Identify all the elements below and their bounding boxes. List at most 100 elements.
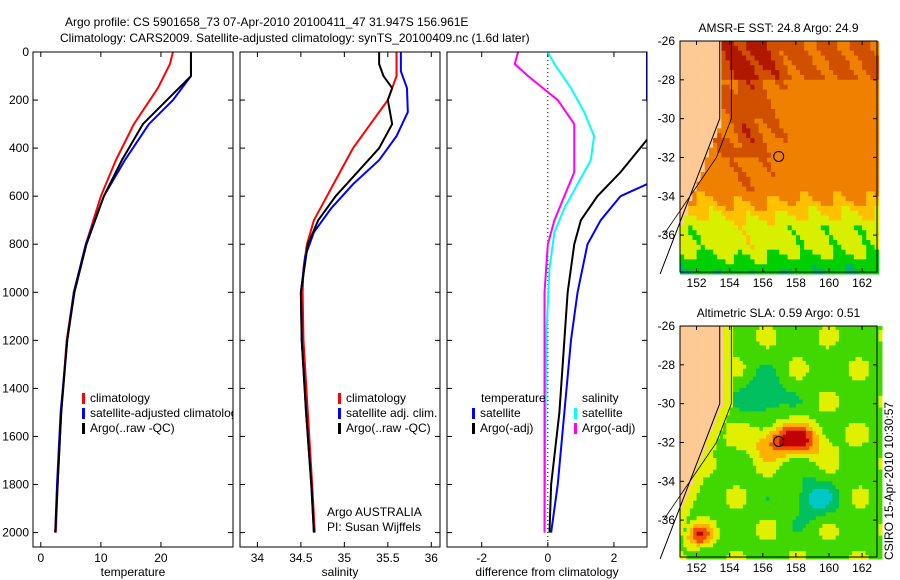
map-cell	[819, 395, 823, 401]
map-cell	[713, 337, 717, 343]
map-cell	[841, 99, 847, 105]
map-cell	[870, 206, 876, 212]
map-cell	[812, 341, 817, 346]
map-cell	[779, 74, 784, 81]
map-cell	[739, 399, 744, 405]
map-cell	[723, 399, 727, 405]
map-cell	[754, 254, 760, 260]
map-cell	[723, 426, 727, 432]
map-cell	[799, 461, 804, 467]
map-cell	[766, 360, 770, 366]
map-cell	[708, 147, 714, 154]
map-cell	[737, 235, 743, 241]
map-cell	[872, 469, 876, 475]
map-cell	[805, 399, 810, 405]
map-cell	[686, 407, 691, 412]
map-cell	[680, 407, 684, 412]
map-cell	[736, 326, 741, 331]
map-cell	[684, 259, 689, 265]
map-cell	[832, 407, 837, 412]
map-cell	[822, 469, 827, 475]
map-cell	[799, 419, 804, 424]
map-cell	[862, 395, 866, 401]
map-cell	[838, 326, 843, 331]
coastline	[659, 41, 721, 275]
map-title: AMSR-E SST: 24.8 Argo: 24.9	[698, 21, 858, 35]
map-cell	[795, 181, 801, 188]
map-cell	[833, 239, 838, 246]
map-cell	[692, 244, 698, 251]
map-cell	[721, 79, 727, 86]
map-cell	[845, 254, 851, 260]
map-cell	[713, 434, 717, 440]
map-cell	[802, 364, 807, 370]
map-cell	[713, 341, 717, 346]
map-cell	[804, 70, 809, 76]
map-cell	[680, 133, 685, 139]
map-cell	[704, 239, 710, 246]
map-cell	[680, 326, 684, 331]
map-cell	[737, 239, 743, 246]
map-cell	[855, 345, 860, 350]
map-cell	[802, 353, 807, 358]
map-cell	[870, 99, 876, 105]
map-cell	[732, 477, 737, 482]
map-cell	[704, 220, 710, 226]
map-cell	[696, 399, 701, 405]
map-cell	[791, 108, 797, 115]
map-cell	[849, 108, 855, 115]
map-cell	[721, 70, 727, 76]
map-cell	[872, 392, 876, 397]
map-cell	[733, 55, 739, 61]
map-cell	[832, 465, 837, 471]
map-cell	[700, 235, 706, 241]
map-cell	[754, 113, 760, 120]
map-cell	[759, 384, 764, 389]
map-cell	[704, 84, 710, 91]
map-cell	[822, 454, 827, 459]
map-cell	[739, 415, 744, 420]
map-cell	[686, 473, 691, 478]
map-cell	[865, 388, 870, 393]
map-cell	[776, 395, 780, 401]
map-cell	[716, 368, 721, 374]
map-cell	[799, 415, 804, 420]
map-cell	[845, 392, 850, 397]
map-cell	[787, 254, 793, 260]
map-cell	[809, 461, 813, 467]
map-cell	[686, 345, 691, 350]
map-cell	[795, 264, 801, 270]
map-cell	[802, 423, 807, 428]
map-cell	[868, 442, 873, 447]
map-cell	[795, 113, 801, 120]
map-cell	[683, 430, 688, 436]
map-cell	[812, 84, 818, 91]
map-cell	[708, 235, 714, 241]
map-cell	[820, 249, 826, 256]
map-cell	[771, 191, 776, 197]
map-cell	[716, 326, 721, 331]
x-tick-label: 0	[544, 551, 551, 565]
map-cell	[680, 434, 684, 440]
map-cell	[833, 235, 838, 241]
map-cell	[857, 210, 863, 217]
map-cell	[824, 186, 830, 192]
map-cell	[742, 395, 747, 401]
map-cell	[849, 206, 855, 212]
map-cell	[848, 380, 853, 385]
map-cell	[704, 167, 710, 173]
map-cell	[866, 152, 871, 158]
map-cell	[680, 446, 684, 451]
map-cell	[706, 357, 711, 362]
map-cell	[775, 235, 780, 241]
map-cell	[812, 50, 818, 57]
map-cell	[759, 368, 764, 374]
map-cell	[717, 176, 722, 183]
map-cell	[779, 79, 784, 86]
map-cell	[828, 225, 834, 231]
map-cell	[857, 99, 863, 105]
map-cell	[750, 45, 755, 52]
map-cell	[776, 372, 780, 377]
map-cell	[816, 239, 822, 246]
map-cell	[759, 423, 764, 428]
